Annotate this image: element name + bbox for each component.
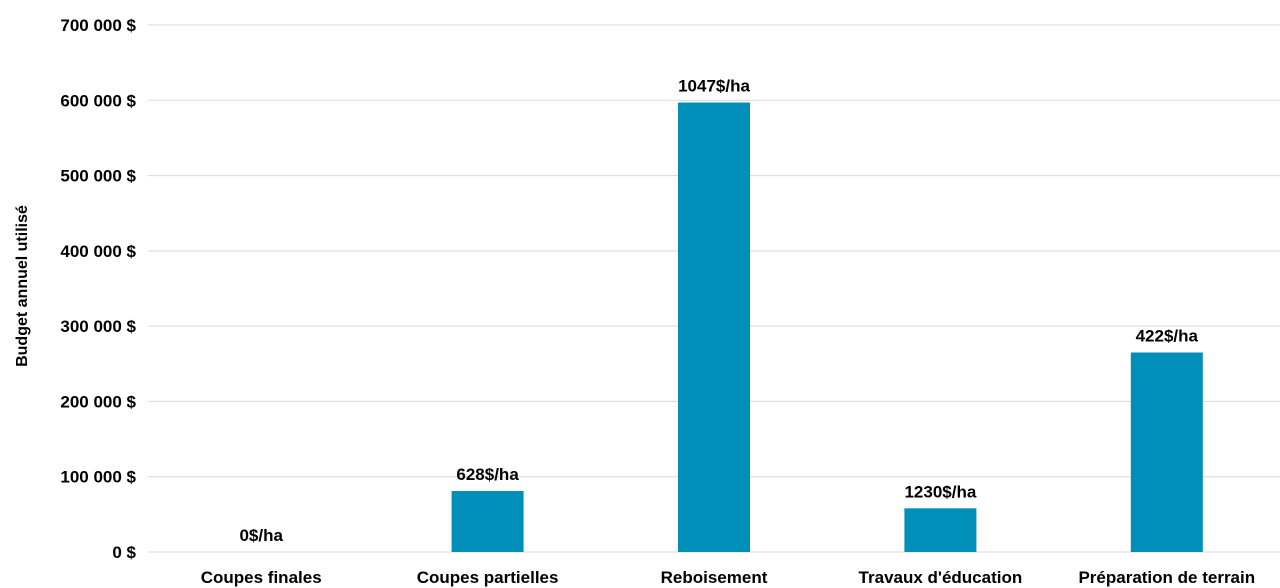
x-axis-categories: Coupes finales Coupes partielles Reboiseme… [201, 568, 1255, 587]
x-category-label: Coupes finales [201, 568, 322, 587]
x-category-label: Reboisement [661, 568, 768, 587]
bar-data-label: 422$/ha [1136, 326, 1199, 345]
bar [1130, 352, 1203, 552]
y-tick-label: 300 000 $ [60, 317, 136, 336]
x-category-label: Travaux d'éducation [859, 568, 1023, 587]
y-tick-label: 400 000 $ [60, 242, 136, 261]
bar [904, 508, 977, 552]
x-category-label: Préparation de terrain [1078, 568, 1255, 587]
bar [678, 102, 750, 553]
bar-data-label: 628$/ha [456, 465, 519, 484]
bars [451, 102, 1203, 553]
bar [451, 491, 524, 552]
bar-data-label: 1230$/ha [904, 482, 976, 501]
y-tick-label: 0 $ [112, 543, 136, 562]
data-labels: 0$/ha 628$/ha 1047$/ha 1230$/ha 422$/ha [239, 77, 1198, 545]
y-tick-label: 700 000 $ [60, 16, 136, 35]
y-axis-ticks: 0 $ 100 000 $ 200 000 $ 300 000 $ 400 000 $ 5… [60, 16, 136, 562]
x-category-label: Coupes partielles [417, 568, 559, 587]
bar-data-label: 1047$/ha [678, 77, 750, 96]
y-tick-label: 200 000 $ [60, 392, 136, 411]
y-axis-label: Budget annuel utilisé [14, 205, 31, 367]
y-tick-label: 500 000 $ [60, 167, 136, 186]
y-tick-label: 600 000 $ [60, 91, 136, 110]
y-tick-label: 100 000 $ [60, 468, 136, 487]
bar-data-label: 0$/ha [239, 526, 283, 545]
